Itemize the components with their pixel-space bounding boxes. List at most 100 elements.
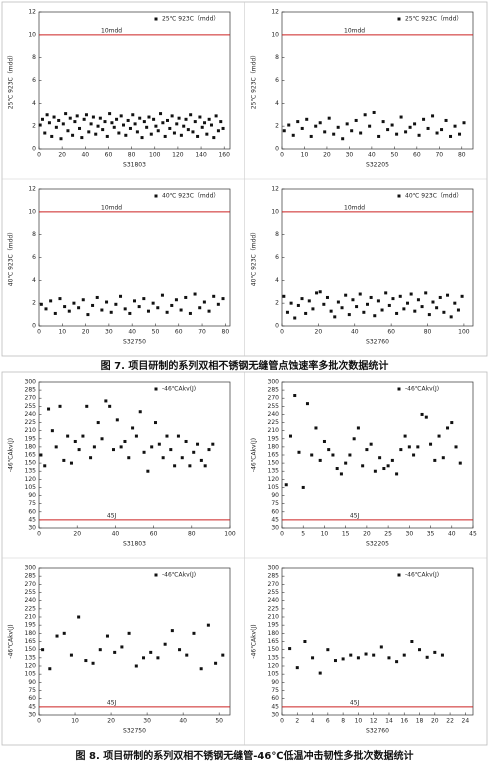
chart: 3045607590105120135150165180195210225240… (251, 379, 477, 548)
data-point (66, 434, 70, 438)
data-point (186, 128, 190, 132)
data-point (422, 117, 426, 121)
x-tick-label: 2 (295, 718, 299, 725)
data-point (410, 640, 414, 643)
data-point (296, 120, 300, 124)
data-point (437, 434, 441, 438)
data-point (429, 442, 433, 446)
data-point (440, 653, 444, 657)
data-point (66, 129, 70, 133)
data-point (418, 648, 422, 652)
data-point (156, 656, 160, 660)
data-point (207, 448, 211, 452)
x-tick-label: 20 (58, 152, 66, 159)
x-tick-label: 20 (431, 718, 439, 725)
y-tick-label: 180 (268, 630, 280, 637)
data-point (96, 124, 100, 128)
y-axis-label: 40℃ 923C（mdd） (8, 229, 15, 286)
reference-label: 45J (107, 699, 117, 706)
x-tick-label: 80 (458, 152, 466, 159)
plot-area (38, 188, 231, 327)
data-point (44, 307, 48, 311)
y-tick-label: 10 (28, 208, 36, 215)
data-point (145, 125, 149, 129)
data-point (219, 120, 223, 124)
data-point (198, 115, 202, 119)
reference-label: 10mdd (344, 27, 365, 34)
data-point (333, 315, 337, 319)
data-point (157, 442, 161, 446)
data-point (142, 297, 146, 301)
data-point (80, 136, 84, 140)
data-point (395, 472, 399, 476)
data-point (58, 297, 62, 301)
x-tick-label: 16 (400, 718, 408, 725)
data-point (115, 418, 119, 422)
data-point (377, 134, 381, 138)
data-point (193, 120, 197, 124)
y-tick-label: 8 (32, 231, 36, 238)
data-point (156, 129, 160, 133)
y-tick-label: 6 (32, 254, 36, 261)
x-tick-label: 18 (416, 718, 424, 725)
y-tick-label: 75 (271, 500, 279, 507)
data-point (435, 131, 439, 135)
data-point (161, 456, 165, 460)
y-axis-label: -46℃Akv(J) (251, 624, 258, 658)
y-tick-label: 300 (25, 565, 37, 572)
y-tick-label: 8 (275, 54, 279, 61)
data-point (39, 453, 43, 457)
y-tick-label: 180 (25, 443, 37, 450)
data-point (433, 650, 437, 654)
data-point (391, 297, 395, 301)
data-point (424, 291, 428, 295)
data-point (216, 129, 220, 133)
x-tick-label: 80 (128, 152, 136, 159)
y-tick-label: 195 (25, 435, 37, 442)
data-point (301, 485, 305, 489)
data-point (365, 302, 369, 306)
data-point (305, 402, 309, 406)
chart: 3045607590105120135150165180195210225240… (8, 379, 236, 548)
data-point (340, 306, 344, 310)
chart: 0 2 4 6 8 10 12 0 20 40 60 80 100 S32760 40℃ 923C（mdd）… (251, 186, 474, 346)
data-point (73, 439, 77, 443)
y-tick-label: 300 (25, 379, 37, 386)
y-tick-label: 30 (271, 525, 279, 532)
data-point (214, 114, 218, 118)
data-point (386, 128, 390, 132)
y-tick-label: 300 (268, 565, 280, 572)
data-point (169, 448, 173, 452)
data-point (431, 300, 435, 304)
data-point (285, 310, 289, 314)
data-point (188, 311, 192, 315)
legend-label: -46℃Akv(J) (405, 386, 439, 393)
x-tick-label: 40 (448, 531, 456, 538)
y-tick-label: 4 (32, 277, 36, 284)
data-point (352, 437, 356, 441)
data-point (305, 117, 309, 121)
data-point (103, 120, 107, 124)
x-tick-label: 10 (321, 531, 329, 538)
y-tick-label: 120 (25, 476, 37, 483)
y-tick-label: 165 (25, 638, 37, 645)
y-tick-label: 225 (25, 605, 37, 612)
x-tick-label: 140 (195, 152, 207, 159)
reference-label: 10mdd (101, 204, 122, 211)
x-tick-label: 15 (342, 531, 350, 538)
x-tick-label: 0 (37, 531, 41, 538)
y-tick-label: 150 (25, 460, 37, 467)
x-axis-label: S32750 (123, 728, 146, 735)
data-point (348, 453, 352, 457)
data-point (82, 117, 86, 121)
data-point (336, 125, 340, 129)
y-tick-label: 0 (275, 323, 279, 330)
data-point (146, 309, 150, 313)
data-point (85, 404, 89, 408)
data-point (43, 464, 47, 468)
data-point (288, 434, 292, 438)
data-point (412, 453, 416, 457)
data-point (57, 118, 61, 122)
data-point (119, 294, 123, 298)
x-tick-label: 20 (315, 329, 323, 336)
